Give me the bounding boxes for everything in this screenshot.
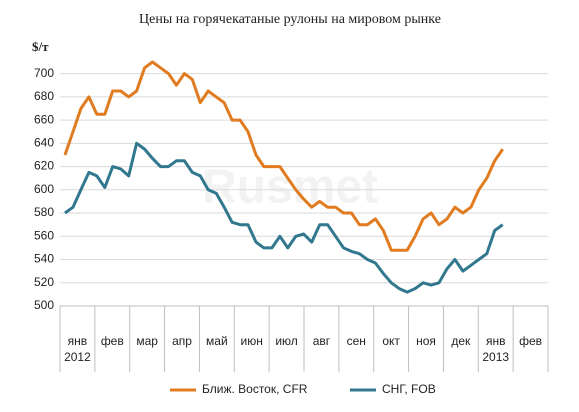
y-tick-label: 660 bbox=[34, 112, 54, 126]
watermark: Rusmet bbox=[202, 161, 378, 214]
legend-label: Ближ. Восток, CFR bbox=[202, 382, 308, 396]
y-tick-label: 540 bbox=[34, 252, 54, 266]
x-tick-label: ноя bbox=[416, 334, 436, 348]
x-tick-label: авг bbox=[313, 334, 331, 348]
y-tick-label: 600 bbox=[34, 182, 54, 196]
x-tick-label: фев bbox=[101, 334, 124, 348]
y-tick-label: 500 bbox=[34, 298, 54, 312]
y-tick-label: 640 bbox=[34, 136, 54, 150]
y-axis-label: $/т bbox=[32, 39, 49, 54]
series-line bbox=[64, 141, 504, 294]
chart-title: Цены на горячекатаные рулоны на мировом … bbox=[139, 12, 441, 27]
legend-label: СНГ, FOB bbox=[382, 382, 436, 396]
x-tick-label: мар bbox=[136, 334, 158, 348]
x-tick-label: янв 2013 bbox=[482, 334, 509, 364]
y-tick-label: 520 bbox=[34, 275, 54, 289]
x-tick-label: июл bbox=[275, 334, 297, 348]
x-tick-label: окт bbox=[382, 334, 400, 348]
y-tick-label: 560 bbox=[34, 228, 54, 242]
y-tick-label: 620 bbox=[34, 159, 54, 173]
x-tick-label: фев bbox=[519, 334, 542, 348]
x-tick-label: сен bbox=[347, 334, 366, 348]
y-tick-label: 680 bbox=[34, 89, 54, 103]
y-tick-label: 700 bbox=[34, 66, 54, 80]
series-line bbox=[63, 60, 504, 252]
x-tick-label: июн bbox=[241, 334, 263, 348]
x-tick-label: апр bbox=[172, 334, 192, 348]
x-tick-label: май bbox=[206, 334, 228, 348]
x-tick-label: янв 2012 bbox=[64, 334, 91, 364]
x-tick-label: дек bbox=[451, 334, 471, 348]
y-tick-label: 580 bbox=[34, 205, 54, 219]
